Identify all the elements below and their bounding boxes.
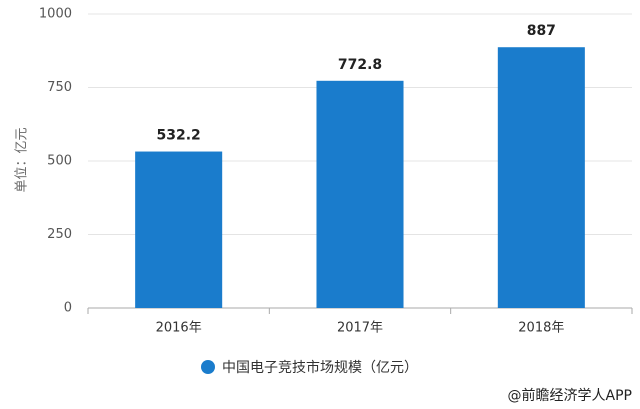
bar xyxy=(497,47,585,309)
y-tick-label: 750 xyxy=(47,80,72,95)
x-tick-label: 2016年 xyxy=(156,321,202,336)
bar xyxy=(135,151,223,308)
bar xyxy=(316,80,404,308)
y-tick-label: 500 xyxy=(47,154,72,169)
x-tick-label: 2017年 xyxy=(337,321,383,336)
legend-label: 中国电子竞技市场规模（亿元） xyxy=(222,359,418,376)
y-tick-label: 1000 xyxy=(39,7,72,22)
data-label: 887 xyxy=(527,23,556,39)
data-label: 532.2 xyxy=(157,128,201,144)
y-axis-label: 单位：亿元 xyxy=(15,127,30,192)
y-tick-label: 250 xyxy=(47,227,72,242)
y-tick-label: 0 xyxy=(64,301,72,316)
data-label: 772.8 xyxy=(338,57,382,73)
x-tick-label: 2018年 xyxy=(518,321,564,336)
legend-swatch xyxy=(201,360,215,374)
watermark: @前瞻经济学人APP xyxy=(508,387,632,404)
